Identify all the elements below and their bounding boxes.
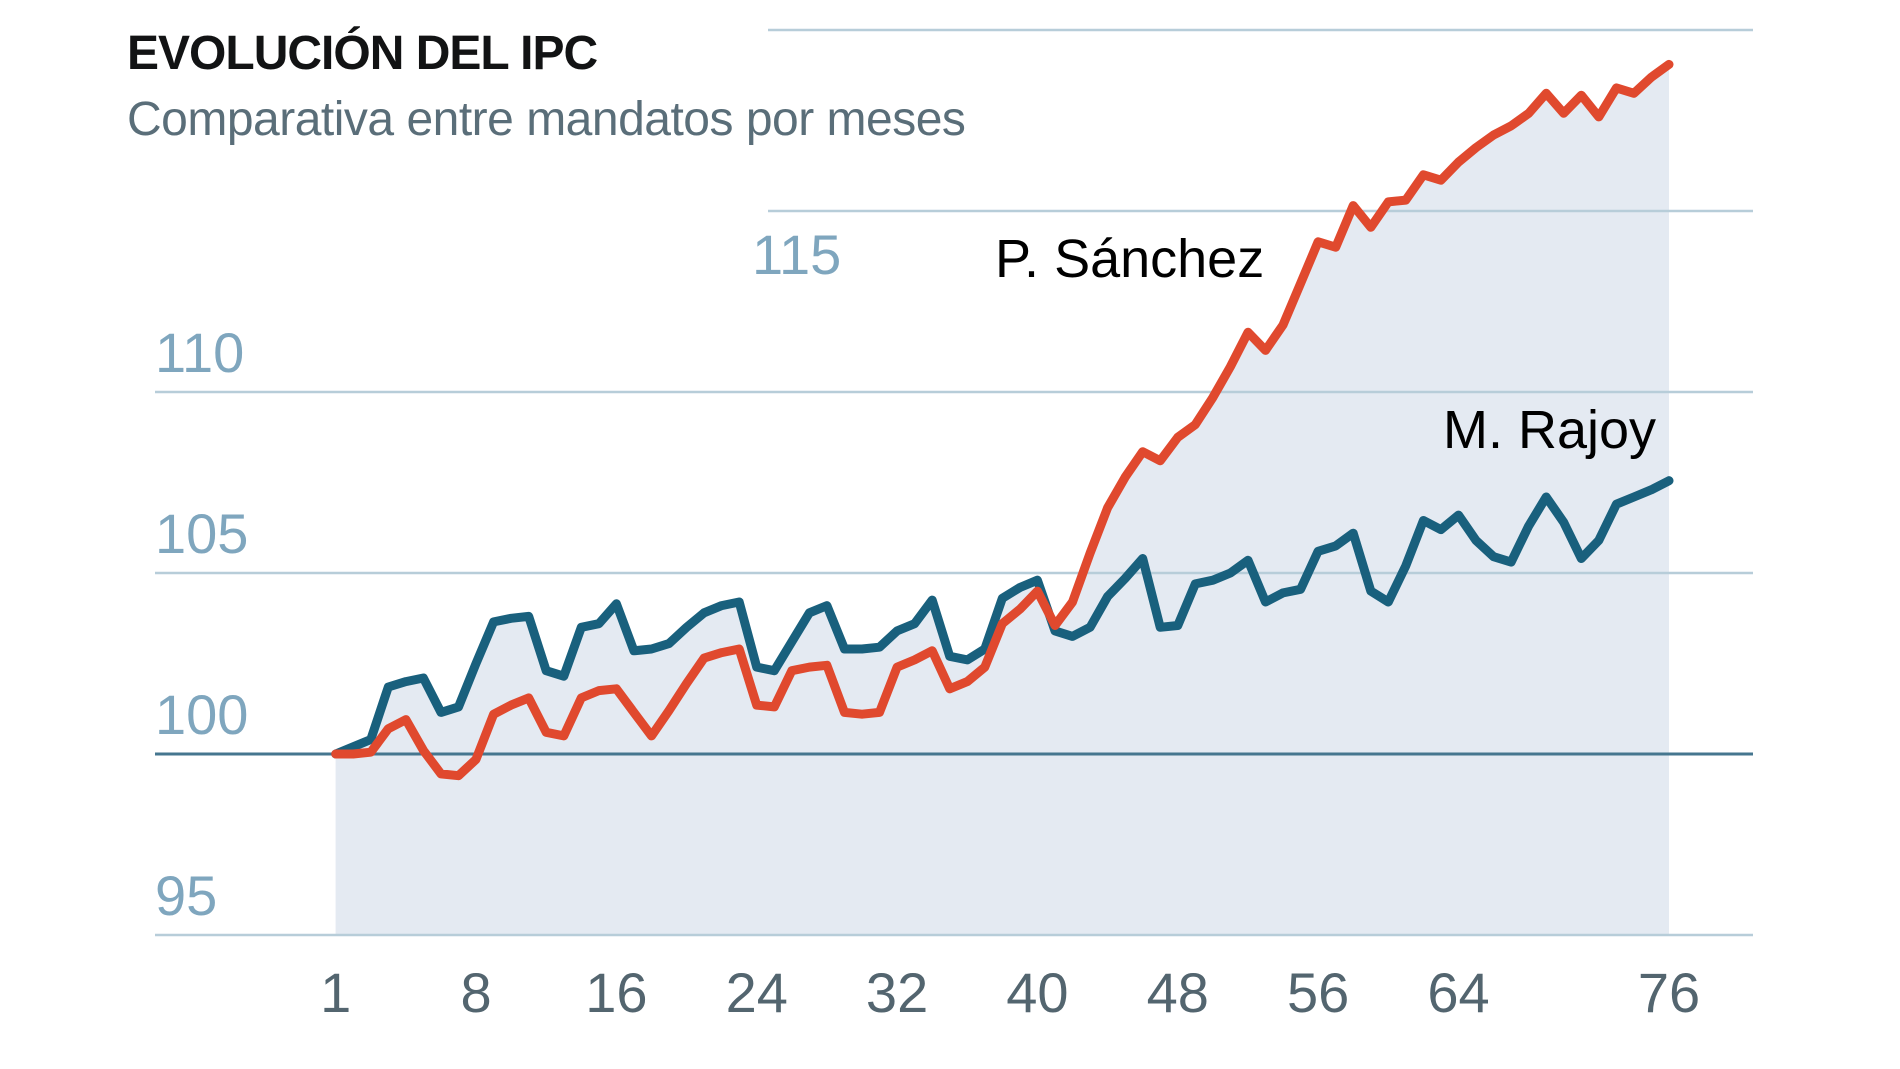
x-axis-tick-64: 64 [1427, 961, 1490, 1024]
y-axis-tick-95: 95 [155, 864, 218, 927]
x-axis-tick-1: 1 [320, 961, 352, 1024]
x-axis-tick-24: 24 [725, 961, 788, 1024]
sanchez-line [331, 59, 1674, 781]
x-axis-tick-56: 56 [1286, 961, 1350, 1024]
y-axis-tick-110: 110 [155, 321, 245, 384]
x-axis-tick-40: 40 [1006, 961, 1069, 1024]
x-axis-tick-16: 16 [585, 961, 648, 1024]
sanchez-area-fill [335, 64, 1670, 935]
y-axis-tick-100: 100 [155, 683, 249, 746]
y-axis-tick-105: 105 [155, 502, 249, 565]
legend-label-sanchez: P. Sánchez [995, 229, 1265, 289]
legend-label-rajoy: M. Rajoy [1443, 400, 1657, 460]
rajoy-line [331, 476, 1674, 759]
x-axis-tick-32: 32 [865, 961, 929, 1024]
x-axis-tick-8: 8 [460, 961, 492, 1024]
x-axis-tick-76: 76 [1637, 961, 1701, 1024]
x-axis-tick-48: 48 [1146, 961, 1209, 1024]
chart-title: EVOLUCIÓN DEL IPC [127, 27, 598, 80]
chart-subtitle: Comparativa entre mandatos por meses [127, 93, 966, 146]
y-axis-tick-115: 115 [752, 223, 842, 286]
